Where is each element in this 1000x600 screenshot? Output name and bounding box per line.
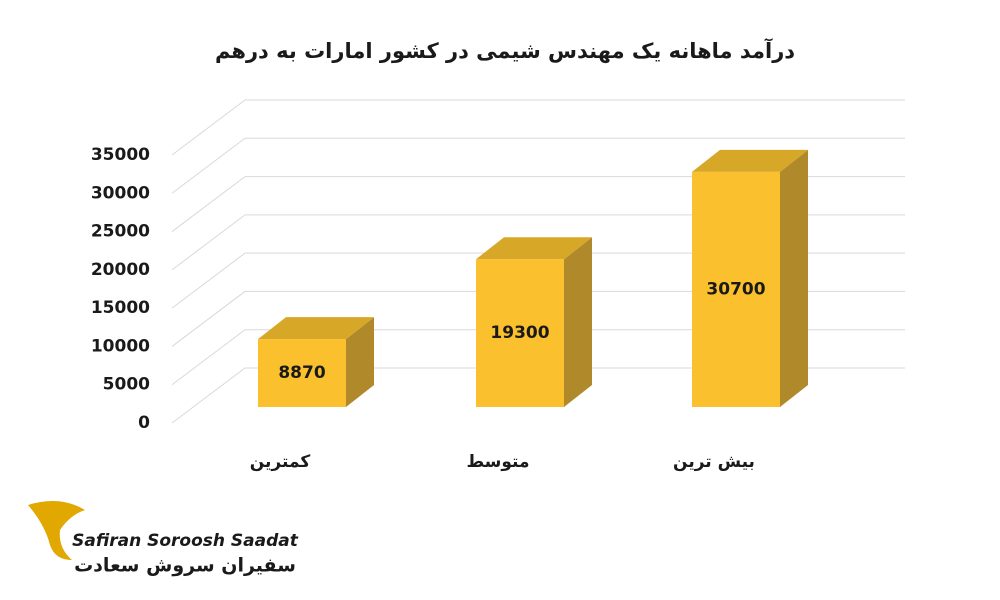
y-tick-label: 30000 [91, 183, 150, 203]
bar-side [346, 317, 374, 407]
bar [476, 259, 564, 407]
y-tick-label: 25000 [91, 222, 150, 242]
grid-line [171, 329, 905, 386]
y-tick-label: 35000 [91, 145, 150, 165]
grid-line [171, 214, 905, 271]
data-label: 19300 [490, 323, 549, 343]
x-tick-label: متوسط [466, 452, 529, 472]
bar-top [476, 237, 592, 260]
bar [692, 171, 780, 407]
data-label: 8870 [278, 363, 325, 383]
y-tick-label: 5000 [103, 375, 150, 395]
logo-icon [28, 501, 85, 560]
grid-line [171, 290, 905, 347]
bar [258, 339, 346, 407]
logo-text: Safiran Soroosh Saadat [72, 531, 299, 551]
logo: Safiran Soroosh Saadat سفیران سروش سعادت [28, 501, 299, 577]
y-tick-label: 10000 [91, 336, 150, 356]
y-tick-label: 0 [138, 413, 150, 433]
grid-line [171, 137, 905, 194]
grid-line [171, 252, 905, 309]
bar-side [564, 237, 592, 407]
logo-text-fa: سفیران سروش سعادت [74, 555, 296, 577]
grid-line [171, 367, 905, 424]
x-tick-label: بیش ترین [673, 452, 755, 472]
data-label: 30700 [706, 279, 765, 299]
bar-side [780, 149, 808, 407]
x-tick-label: کمترین [250, 452, 311, 472]
grid-line [171, 176, 905, 232]
grid-line [171, 99, 905, 156]
y-tick-label: 20000 [91, 260, 150, 280]
y-tick-label: 15000 [91, 298, 150, 318]
bar-top [258, 317, 374, 340]
bar-top [692, 149, 808, 172]
chart-title: درآمد ماهانه یک مهندس شیمی در کشور امارا… [215, 38, 795, 63]
